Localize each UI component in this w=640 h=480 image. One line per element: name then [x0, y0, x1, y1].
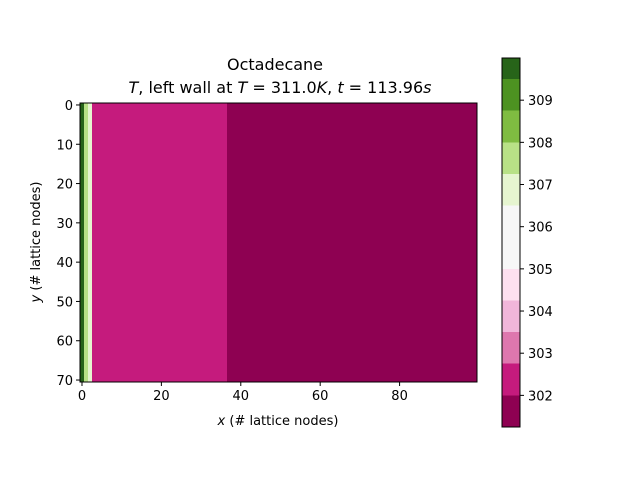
plot-frame	[79, 102, 478, 383]
x-tick-label: 0	[78, 389, 86, 404]
y-tick-label: 0	[65, 99, 73, 114]
colorbar-tick-label: 306	[528, 221, 553, 236]
colorbar-tick-label: 308	[528, 136, 553, 151]
colorbar-level-6	[502, 205, 520, 238]
colorbar-level-11	[502, 58, 520, 80]
title-part-7: = 113.96	[344, 78, 424, 97]
heatmap-region-0	[80, 103, 84, 382]
x-axis: 0 20 40 60 80	[78, 382, 408, 404]
title-part-0: T	[128, 78, 139, 97]
title-part-1: , left wall at	[138, 78, 237, 97]
colorbar-level-4	[502, 268, 520, 301]
colorbar-tick-label: 303	[528, 347, 553, 362]
chart-title-line1: Octadecane	[227, 55, 323, 74]
x-tick-label: 20	[153, 389, 170, 404]
title-part-3: = 311.0	[247, 78, 316, 97]
colorbar-level-10	[502, 79, 520, 111]
heatmap-region-3	[91, 103, 227, 382]
heatmap-region-1	[83, 103, 88, 382]
ylabel-part-1: (# lattice nodes)	[29, 182, 44, 295]
title-part-5: ,	[327, 78, 337, 97]
heatmap-area	[80, 103, 477, 382]
colorbar-tick-label: 309	[528, 94, 553, 109]
colorbar-level-1	[502, 363, 520, 396]
title-part-2: T	[237, 78, 248, 97]
colorbar-level-8	[502, 142, 520, 174]
title-part-4: K	[317, 78, 329, 97]
y-tick-label: 20	[56, 178, 73, 193]
colorbar-frame	[501, 57, 521, 428]
colorbar-level-0	[502, 395, 520, 427]
colorbar-level-9	[502, 110, 520, 143]
colorbar-tick-label: 302	[528, 389, 553, 404]
title-part-6: t	[337, 78, 344, 97]
heatmap-region-4	[226, 103, 477, 382]
x-tick-label: 40	[233, 389, 250, 404]
ylabel-part-0: y	[29, 294, 44, 303]
x-axis-label: x (# lattice nodes)	[217, 414, 339, 429]
colorbar-level-5	[502, 237, 520, 269]
colorbar-tick-label: 305	[528, 263, 553, 278]
y-axis: 0 10 20 30 40 50 60 70	[56, 99, 80, 389]
y-tick-label: 40	[56, 256, 73, 271]
xlabel-part-1: (# lattice nodes)	[225, 414, 338, 429]
y-tick-label: 30	[56, 217, 73, 232]
colorbar-level-7	[502, 173, 520, 206]
colorbar: 302 303 304 305 306 307 308 309	[501, 57, 553, 428]
y-tick-label: 70	[56, 374, 73, 389]
chart-title-line2: T, left wall at T = 311.0K, t = 113.96s	[128, 78, 431, 97]
colorbar-tick-label: 307	[528, 179, 553, 194]
title-part-8: s	[423, 78, 431, 97]
heatmap-region-2	[87, 103, 92, 382]
colorbar-level-2	[502, 332, 520, 364]
y-tick-label: 10	[56, 138, 73, 153]
colorbar-tick-label: 304	[528, 305, 553, 320]
colorbar-level-3	[502, 300, 520, 333]
xlabel-part-0: x	[217, 414, 226, 429]
x-tick-label: 60	[312, 389, 329, 404]
y-tick-label: 60	[56, 335, 73, 350]
y-tick-label: 50	[56, 295, 73, 310]
x-tick-label: 80	[391, 389, 408, 404]
y-axis-label: y (# lattice nodes)	[29, 182, 44, 304]
